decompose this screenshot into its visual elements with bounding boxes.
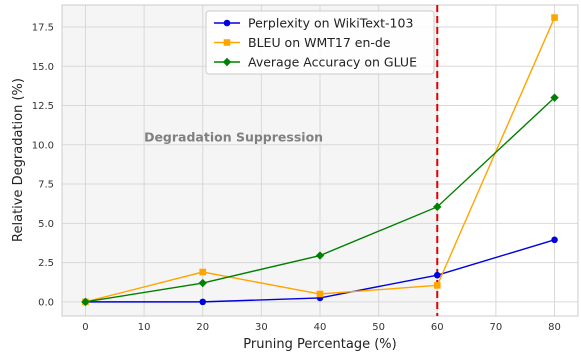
legend-label: Perplexity on WikiText-103: [248, 16, 413, 31]
series-2-point: [433, 282, 441, 289]
x-axis-ticks: 0 10 20 30 40 50 60 70 80: [82, 322, 561, 333]
legend-swatch-marker: [223, 39, 231, 46]
series-2-point: [551, 14, 558, 21]
x-tick-label: 30: [255, 322, 268, 333]
y-axis-label: Relative Degradation (%): [11, 78, 26, 242]
series-3-point: [433, 202, 442, 212]
series-2-point: [316, 290, 324, 298]
legend-swatch-marker: [222, 57, 232, 67]
plot-frame: [61, 4, 579, 317]
x-tick-label: 50: [372, 322, 385, 333]
y-tick-label: 12.5: [32, 101, 54, 112]
x-tick-label: 40: [314, 322, 327, 333]
y-tick-label: 0.0: [38, 297, 54, 308]
x-tick-label: 60: [431, 322, 444, 333]
degradation-suppression-label: Degradation Suppression: [144, 130, 323, 145]
legend-box: [205, 10, 435, 75]
series-2-point: [199, 268, 207, 276]
y-tick-label: 17.5: [32, 22, 54, 33]
y-tick-label: 5.0: [38, 219, 54, 230]
x-tick-label: 0: [82, 322, 88, 333]
y-tick-label: 10.0: [32, 140, 54, 151]
series-3-point: [315, 251, 325, 260]
series-3-point: [550, 93, 559, 102]
x-tick-label: 70: [490, 322, 503, 333]
series-3-point: [81, 297, 90, 307]
legend-label: Average Accuracy on GLUE: [248, 55, 417, 70]
series-1-point: [551, 236, 558, 244]
series-1-point: [199, 298, 207, 306]
y-tick-label: 7.5: [38, 180, 54, 191]
series-layer: [81, 14, 559, 307]
legend-label: BLEU on WMT17 en-de: [248, 35, 391, 50]
x-tick-label: 80: [548, 322, 561, 333]
y-axis-ticks: 0.0 2.5 5.0 7.5 10.0 12.5 15.0 17.5: [32, 22, 54, 308]
legend: Perplexity on WikiText-103 BLEU on WMT17 …: [205, 10, 435, 75]
x-axis-label: Pruning Percentage (%): [243, 337, 396, 352]
series-1-point: [433, 271, 441, 279]
series-3-point: [198, 278, 207, 288]
x-tick-label: 20: [196, 322, 209, 333]
y-tick-label: 15.0: [32, 62, 54, 73]
x-tick-label: 10: [138, 322, 151, 333]
y-tick-label: 2.5: [38, 258, 54, 269]
legend-swatch-marker: [223, 19, 231, 27]
